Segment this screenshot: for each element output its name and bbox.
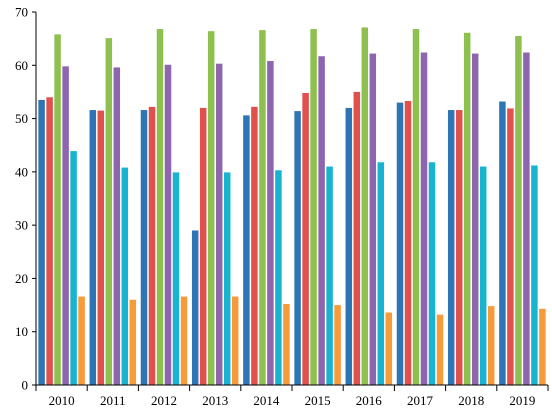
bar-2013-series-4 <box>215 63 223 385</box>
y-tick-label: 50 <box>15 111 28 126</box>
y-tick-label: 10 <box>15 324 28 339</box>
bar-2014-series-2 <box>251 106 258 385</box>
bar-2018-series-2 <box>455 110 463 386</box>
bar-2012-series-2 <box>148 106 156 385</box>
bar-2010-series-1 <box>38 99 45 386</box>
bar-2016-series-6 <box>385 312 393 385</box>
y-tick-label: 20 <box>15 271 28 286</box>
bar-2010-series-6 <box>78 296 85 385</box>
bar-2014-series-3 <box>259 30 266 386</box>
bars-layer <box>38 27 546 386</box>
x-tick-label-2015: 2015 <box>305 393 331 408</box>
bar-2014-series-1 <box>243 115 250 386</box>
bar-2012-series-4 <box>164 64 172 385</box>
bar-2016-series-3 <box>361 27 369 385</box>
bar-2015-series-2 <box>302 92 309 386</box>
bar-2019-series-5 <box>531 165 538 385</box>
x-tick-label-2019: 2019 <box>509 393 535 408</box>
bar-2015-series-1 <box>294 111 301 386</box>
bar-2012-series-3 <box>156 29 164 386</box>
bar-2011-series-3 <box>105 38 113 386</box>
bar-2017-series-4 <box>420 52 428 385</box>
bar-2011-series-6 <box>129 299 137 385</box>
bar-2012-series-1 <box>140 110 148 386</box>
bar-2018-series-1 <box>447 110 455 386</box>
bar-2017-series-6 <box>436 314 444 385</box>
bar-2011-series-4 <box>113 67 121 386</box>
bar-2011-series-2 <box>97 110 105 385</box>
bar-2019-series-2 <box>507 108 514 385</box>
bar-2010-series-5 <box>70 151 77 385</box>
y-tick-label: 30 <box>15 218 28 233</box>
y-tick-label: 70 <box>15 5 28 20</box>
x-tick-label-2017: 2017 <box>407 393 434 408</box>
bar-2011-series-5 <box>121 167 129 385</box>
x-tick-label-2013: 2013 <box>202 393 228 408</box>
bar-2017-series-1 <box>396 102 404 385</box>
bar-2016-series-1 <box>345 107 353 385</box>
bar-2013-series-3 <box>207 31 215 386</box>
bar-2016-series-2 <box>353 91 361 386</box>
bar-2012-series-6 <box>180 296 188 385</box>
y-tick-label: 40 <box>15 164 28 179</box>
bar-2019-series-6 <box>539 308 546 385</box>
x-tick-label-2010: 2010 <box>49 393 75 408</box>
bar-2017-series-3 <box>412 29 420 386</box>
bar-2016-series-4 <box>369 53 377 386</box>
bar-2018-series-6 <box>487 306 495 385</box>
bar-2018-series-4 <box>471 53 479 386</box>
bar-2014-series-4 <box>267 61 274 386</box>
bar-2018-series-5 <box>479 166 487 385</box>
bar-2017-series-5 <box>428 162 436 385</box>
bar-2014-series-6 <box>283 304 290 385</box>
bar-2015-series-6 <box>334 305 341 385</box>
bar-2013-series-2 <box>199 107 207 385</box>
bar-2013-series-1 <box>191 230 199 385</box>
bar-2012-series-5 <box>172 172 180 385</box>
bar-2013-series-6 <box>231 296 239 385</box>
bar-2015-series-3 <box>310 29 317 386</box>
bar-2019-series-3 <box>515 35 522 385</box>
bar-2011-series-1 <box>89 110 97 386</box>
bar-2010-series-4 <box>62 66 69 385</box>
bar-2014-series-5 <box>275 170 282 385</box>
bar-2019-series-1 <box>499 101 506 386</box>
x-tick-label-2018: 2018 <box>458 393 484 408</box>
x-tick-label-2016: 2016 <box>356 393 383 408</box>
bar-2017-series-2 <box>404 100 412 386</box>
y-tick-label: 60 <box>15 58 28 73</box>
x-tick-label-2014: 2014 <box>253 393 280 408</box>
bar-2010-series-2 <box>46 97 53 385</box>
bar-2015-series-4 <box>318 56 325 385</box>
bar-2015-series-5 <box>326 166 333 385</box>
y-tick-label: 0 <box>22 378 29 393</box>
x-tick-label-2012: 2012 <box>151 393 177 408</box>
bar-2016-series-5 <box>377 162 385 385</box>
x-tick-label-2011: 2011 <box>100 393 126 408</box>
bar-2018-series-3 <box>463 32 471 385</box>
bar-2013-series-5 <box>223 172 231 385</box>
bar-2019-series-4 <box>523 52 530 385</box>
axes-layer: 0 10 20 30 40 50 60 70 2010 2011 2012 2013 2014 2015 2… <box>15 5 549 408</box>
bar-2010-series-3 <box>54 34 61 385</box>
